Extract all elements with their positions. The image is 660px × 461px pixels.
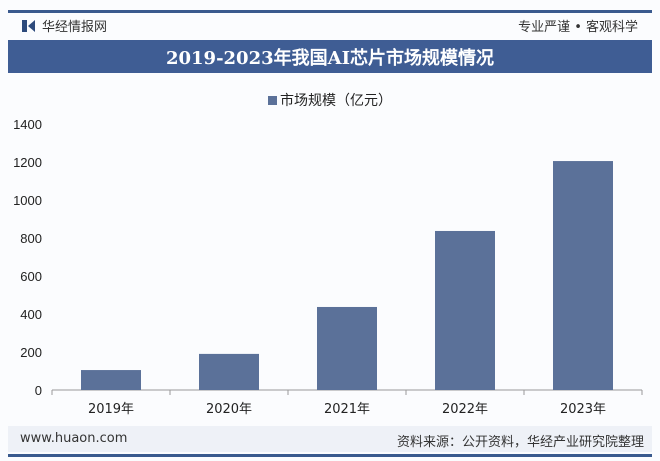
- site-name: 华经情报网: [42, 20, 108, 35]
- x-tick-label: 2020年: [206, 402, 252, 417]
- y-tick-label: 200: [20, 345, 42, 360]
- legend-label: 市场规模（亿元）: [280, 93, 392, 109]
- y-tick-label: 1400: [13, 117, 42, 132]
- y-tick-label: 400: [20, 307, 42, 322]
- bar: [81, 370, 141, 390]
- logo-icon: [22, 19, 35, 32]
- site-header: 华经情报网: [22, 16, 107, 35]
- bottom-divider: [8, 454, 652, 457]
- bar: [199, 353, 259, 390]
- bar: [317, 306, 377, 390]
- x-tick-label: 2019年: [88, 402, 134, 417]
- y-tick-label: 1000: [13, 193, 42, 208]
- x-tick-label: 2023年: [560, 402, 606, 417]
- footer-source: 资料来源：公开资料，华经产业研究院整理: [396, 435, 644, 450]
- x-tick-label: 2021年: [324, 402, 370, 417]
- footer-url[interactable]: www.huaon.com: [20, 431, 128, 446]
- y-tick-label: 1200: [13, 155, 42, 170]
- y-tick-label: 0: [35, 383, 42, 398]
- y-tick-label: 800: [20, 231, 42, 246]
- bar: [553, 161, 613, 390]
- legend-swatch: [268, 96, 277, 105]
- legend: 市场规模（亿元）: [0, 90, 660, 110]
- top-divider: [8, 10, 652, 13]
- slogan: 专业严谨 • 客观科学: [518, 20, 638, 35]
- footer: www.huaon.com 资料来源：公开资料，华经产业研究院整理: [8, 426, 652, 452]
- y-tick-label: 600: [20, 269, 42, 284]
- bar: [435, 230, 495, 390]
- x-tick-label: 2022年: [442, 402, 488, 417]
- chart-title: 2019-2023年我国AI芯片市场规模情况: [8, 40, 652, 73]
